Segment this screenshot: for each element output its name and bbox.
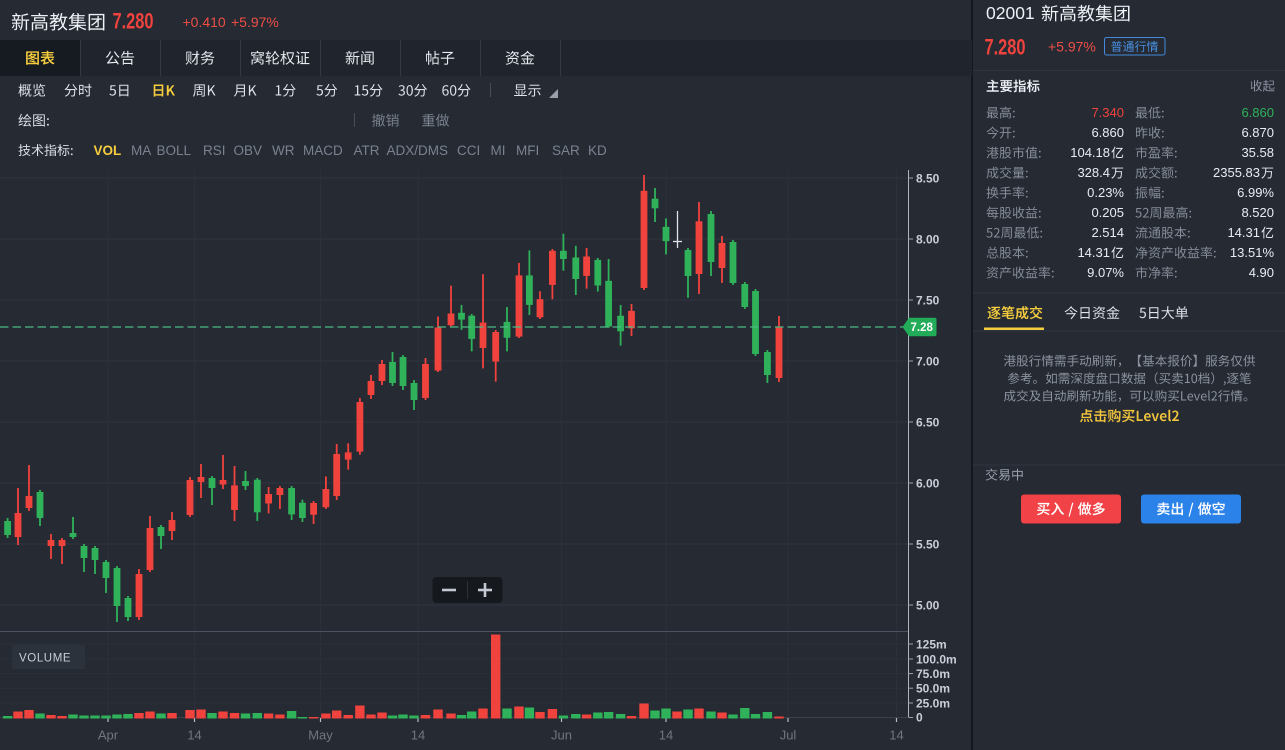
svg-text:7.340: 7.340 [1091,105,1124,120]
svg-text:6.50: 6.50 [916,416,940,430]
svg-text:2355.83: 2355.83 [1213,165,1260,180]
svg-text:14: 14 [187,728,201,743]
svg-text:ATR: ATR [354,143,380,158]
svg-text:7.28: 7.28 [911,322,934,334]
svg-text:Apr: Apr [98,728,119,743]
svg-text:5.00: 5.00 [916,599,940,613]
svg-text:25.0m: 25.0m [916,697,950,711]
svg-text:6.860: 6.860 [1241,105,1274,120]
svg-text:OBV: OBV [234,143,263,158]
svg-text:VOLUME: VOLUME [19,653,71,665]
svg-text:VOL: VOL [94,143,122,158]
svg-text:5.50: 5.50 [916,538,940,552]
svg-text:BOLL: BOLL [157,143,192,158]
svg-text:6.860: 6.860 [1091,125,1124,140]
svg-text:MA: MA [131,143,151,158]
svg-text:14: 14 [889,728,903,743]
svg-text:0: 0 [916,711,923,725]
svg-text:100.0m: 100.0m [916,653,957,667]
svg-text:+0.410: +0.410 [183,14,226,30]
svg-text:125m: 125m [916,638,947,652]
svg-text:50.0m: 50.0m [916,682,950,696]
svg-text:ADX/DMS: ADX/DMS [387,143,449,158]
svg-text:14: 14 [411,728,425,743]
svg-text:MFI: MFI [516,143,539,158]
svg-text:MACD: MACD [303,143,343,158]
svg-text:6.870: 6.870 [1241,125,1274,140]
svg-text:+5.97%: +5.97% [1048,39,1096,55]
svg-text:328.4: 328.4 [1077,165,1110,180]
svg-text:0.23%: 0.23% [1087,185,1124,200]
svg-text:14.31: 14.31 [1227,225,1260,240]
svg-text:WR: WR [272,143,295,158]
svg-text:14.31: 14.31 [1077,245,1110,260]
svg-text:RSI: RSI [203,143,226,158]
svg-text:Jul: Jul [780,728,797,743]
svg-text:4.90: 4.90 [1249,265,1274,280]
svg-text:2.514: 2.514 [1091,225,1124,240]
svg-text:8.50: 8.50 [916,172,940,186]
svg-text:6.99%: 6.99% [1237,185,1274,200]
svg-text:Jun: Jun [551,728,572,743]
svg-text:KD: KD [588,143,607,158]
svg-text:13.51%: 13.51% [1230,245,1275,260]
svg-text:0.205: 0.205 [1091,205,1124,220]
svg-text:14: 14 [659,728,673,743]
svg-text:7.50: 7.50 [916,294,940,308]
svg-text:104.18: 104.18 [1070,145,1110,160]
svg-text:+5.97%: +5.97% [231,14,279,30]
svg-text:7.00: 7.00 [916,355,940,369]
svg-text:75.0m: 75.0m [916,667,950,681]
svg-text:6.00: 6.00 [916,477,940,491]
svg-text:9.07%: 9.07% [1087,265,1124,280]
svg-text:35.58: 35.58 [1241,145,1274,160]
svg-text:7.280: 7.280 [985,35,1026,60]
svg-text:CCI: CCI [457,143,480,158]
svg-text:8.520: 8.520 [1241,205,1274,220]
svg-text:May: May [308,728,333,743]
svg-text:02001: 02001 [986,3,1035,23]
svg-text:SAR: SAR [552,143,580,158]
svg-text:MI: MI [491,143,506,158]
svg-text:8.00: 8.00 [916,233,940,247]
svg-text:7.280: 7.280 [113,9,154,34]
